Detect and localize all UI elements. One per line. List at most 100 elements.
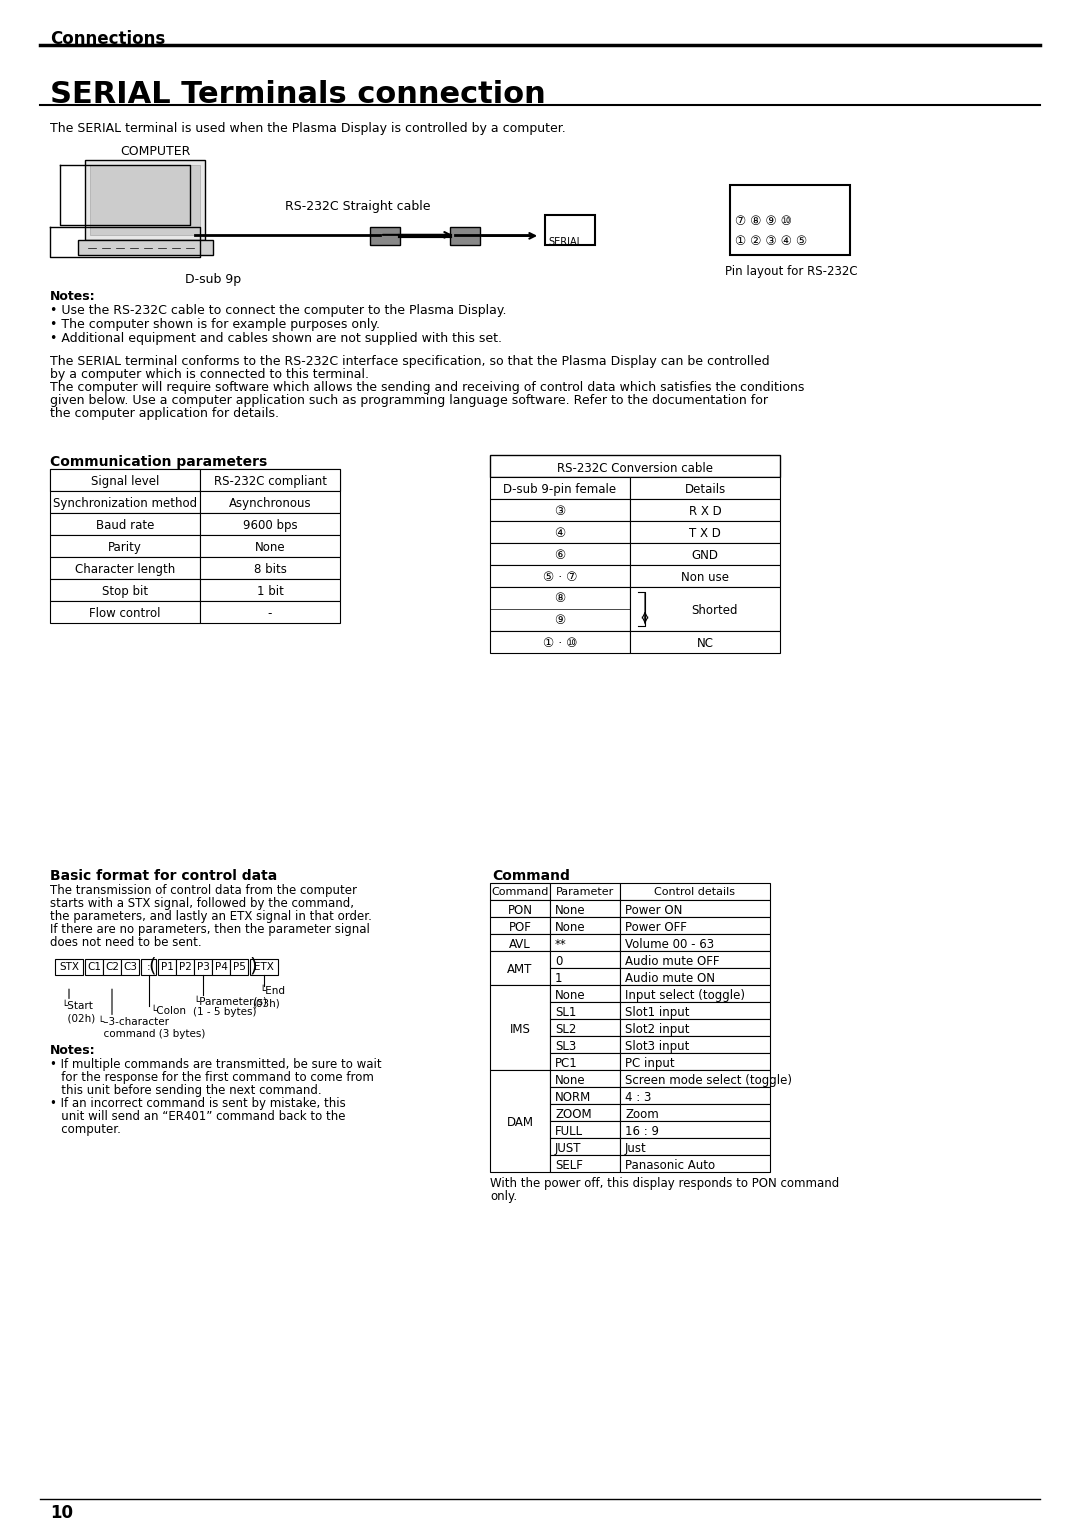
Text: computer.: computer. bbox=[50, 1124, 121, 1136]
Bar bbox=[550, 884, 620, 901]
Text: ④: ④ bbox=[554, 527, 566, 539]
Text: ③: ③ bbox=[554, 504, 566, 518]
Text: Parameter: Parameter bbox=[556, 887, 615, 898]
Bar bbox=[550, 1002, 620, 1020]
Text: Slot1 input: Slot1 input bbox=[625, 1006, 689, 1020]
Text: Power ON: Power ON bbox=[625, 904, 683, 918]
Text: ① · ⑩: ① · ⑩ bbox=[543, 637, 577, 649]
Text: ⑥: ⑥ bbox=[554, 548, 566, 562]
Text: Power OFF: Power OFF bbox=[625, 921, 687, 935]
Text: AMT: AMT bbox=[508, 964, 532, 976]
Text: P3: P3 bbox=[197, 962, 210, 973]
Bar bbox=[620, 985, 770, 1002]
Bar bbox=[121, 959, 139, 976]
Bar bbox=[490, 1070, 550, 1173]
Text: DAM: DAM bbox=[507, 1116, 534, 1130]
Text: None: None bbox=[555, 1075, 585, 1087]
Bar bbox=[200, 557, 340, 579]
Bar bbox=[78, 240, 213, 255]
Bar bbox=[200, 534, 340, 557]
Text: Input select (toggle): Input select (toggle) bbox=[625, 989, 745, 1002]
Text: given below. Use a computer application such as programming language software. R: given below. Use a computer application … bbox=[50, 394, 768, 406]
Text: JUST: JUST bbox=[555, 1142, 581, 1156]
Text: PC input: PC input bbox=[625, 1057, 675, 1070]
Bar bbox=[200, 490, 340, 513]
Bar bbox=[550, 935, 620, 951]
Text: 1: 1 bbox=[555, 973, 563, 985]
Bar bbox=[630, 565, 780, 586]
Text: Control details: Control details bbox=[654, 887, 735, 898]
Bar bbox=[50, 600, 200, 623]
Text: 10: 10 bbox=[50, 1504, 73, 1522]
Text: Command: Command bbox=[491, 887, 549, 898]
Bar bbox=[50, 490, 200, 513]
Text: RS-232C compliant: RS-232C compliant bbox=[214, 475, 326, 487]
Bar bbox=[730, 185, 850, 255]
Bar bbox=[490, 455, 780, 476]
Bar bbox=[490, 884, 550, 901]
Bar bbox=[620, 884, 770, 901]
Text: COMPUTER: COMPUTER bbox=[120, 145, 190, 157]
Text: IMS: IMS bbox=[510, 1023, 530, 1035]
Text: └End: └End bbox=[259, 986, 285, 996]
Bar bbox=[103, 959, 121, 976]
Bar bbox=[545, 215, 595, 244]
Text: only.: only. bbox=[490, 1190, 517, 1203]
Bar bbox=[550, 1156, 620, 1173]
Text: • If multiple commands are transmitted, be sure to wait: • If multiple commands are transmitted, … bbox=[50, 1058, 381, 1072]
Text: Screen mode select (toggle): Screen mode select (toggle) bbox=[625, 1075, 792, 1087]
Text: unit will send an “ER401” command back to the: unit will send an “ER401” command back t… bbox=[50, 1110, 346, 1124]
Text: None: None bbox=[555, 989, 585, 1002]
Text: Flow control: Flow control bbox=[90, 606, 161, 620]
Text: ⑤ · ⑦: ⑤ · ⑦ bbox=[543, 571, 577, 583]
Bar bbox=[50, 557, 200, 579]
Text: Synchronization method: Synchronization method bbox=[53, 496, 197, 510]
Bar bbox=[450, 228, 480, 244]
Bar bbox=[620, 1020, 770, 1037]
Bar bbox=[490, 901, 550, 918]
Text: SL3: SL3 bbox=[555, 1040, 577, 1054]
Text: The SERIAL terminal is used when the Plasma Display is controlled by a computer.: The SERIAL terminal is used when the Pla… bbox=[50, 122, 566, 134]
Text: • Use the RS-232C cable to connect the computer to the Plasma Display.: • Use the RS-232C cable to connect the c… bbox=[50, 304, 507, 316]
Text: T X D: T X D bbox=[689, 527, 721, 539]
Text: Signal level: Signal level bbox=[91, 475, 159, 487]
Bar bbox=[630, 476, 780, 499]
Bar bbox=[490, 542, 630, 565]
Text: Non use: Non use bbox=[681, 571, 729, 583]
Text: (: ( bbox=[149, 956, 156, 976]
Text: ⑧: ⑧ bbox=[554, 591, 566, 605]
Text: D-sub 9p: D-sub 9p bbox=[185, 273, 241, 286]
Text: Details: Details bbox=[685, 483, 726, 496]
Text: • If an incorrect command is sent by mistake, this: • If an incorrect command is sent by mis… bbox=[50, 1098, 346, 1110]
Text: Connections: Connections bbox=[50, 31, 165, 47]
Bar bbox=[50, 469, 200, 490]
Bar bbox=[141, 959, 156, 976]
Text: • Additional equipment and cables shown are not supplied with this set.: • Additional equipment and cables shown … bbox=[50, 331, 502, 345]
Text: this unit before sending the next command.: this unit before sending the next comman… bbox=[50, 1084, 322, 1098]
Bar bbox=[90, 165, 200, 235]
Bar bbox=[550, 918, 620, 935]
Bar bbox=[630, 631, 780, 652]
Bar bbox=[630, 521, 780, 542]
Bar bbox=[370, 228, 400, 244]
Text: POF: POF bbox=[509, 921, 531, 935]
Text: SELF: SELF bbox=[555, 1159, 583, 1173]
Bar bbox=[176, 959, 194, 976]
Bar bbox=[200, 600, 340, 623]
Bar bbox=[490, 499, 630, 521]
Text: does not need to be sent.: does not need to be sent. bbox=[50, 936, 202, 950]
Bar bbox=[490, 565, 630, 586]
Bar bbox=[50, 513, 200, 534]
Text: STX: STX bbox=[59, 962, 79, 973]
Text: NC: NC bbox=[697, 637, 714, 649]
Bar bbox=[200, 579, 340, 600]
Text: Shorted: Shorted bbox=[692, 603, 739, 617]
Text: 9600 bps: 9600 bps bbox=[243, 519, 297, 531]
Bar bbox=[550, 1070, 620, 1087]
Bar bbox=[550, 1054, 620, 1070]
Text: Slot2 input: Slot2 input bbox=[625, 1023, 689, 1037]
Text: NORM: NORM bbox=[555, 1092, 591, 1104]
Text: None: None bbox=[255, 541, 285, 554]
Bar bbox=[620, 1156, 770, 1173]
Bar bbox=[490, 586, 630, 631]
